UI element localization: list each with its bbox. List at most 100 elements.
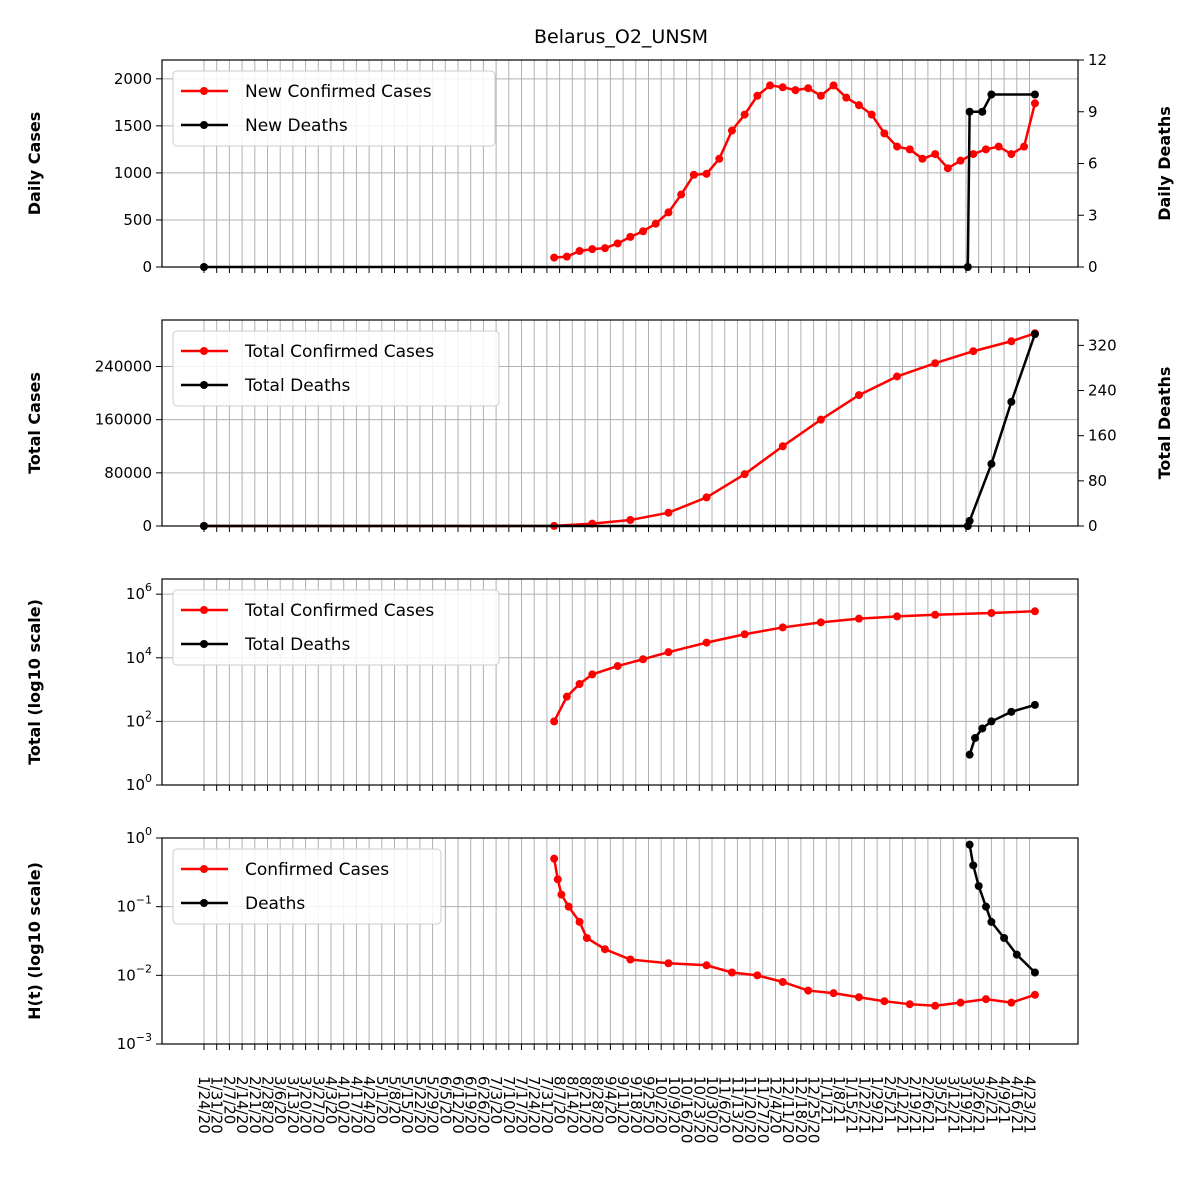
data-point xyxy=(778,83,787,92)
x-date-label: 4/10/20 xyxy=(335,1076,353,1134)
y-tick-label: 100 xyxy=(126,825,152,847)
x-date-label: 4/17/20 xyxy=(347,1076,365,1134)
figure-title: Belarus_O2_UNSM xyxy=(534,26,708,48)
x-date-label: 4/16/21 xyxy=(1008,1076,1026,1134)
legend-box xyxy=(172,848,442,925)
x-date-label: 3/20/20 xyxy=(297,1076,315,1134)
data-point xyxy=(1030,968,1039,977)
data-point xyxy=(1007,998,1016,1007)
legend-label: Total Deaths xyxy=(244,376,351,396)
data-point xyxy=(639,655,648,664)
x-date-label: 2/5/21 xyxy=(881,1076,899,1124)
x-date-label: 4/9/21 xyxy=(995,1076,1013,1124)
x-date-label: 10/23/20 xyxy=(690,1076,708,1143)
x-date-label: 7/24/20 xyxy=(525,1076,543,1134)
data-point xyxy=(664,959,673,968)
x-date-label: 11/6/20 xyxy=(716,1076,734,1134)
x-date-label: 2/26/21 xyxy=(919,1076,937,1134)
x-date-labels: 1/24/201/31/202/7/202/14/202/21/202/28/2… xyxy=(195,1076,1039,1143)
legend: New Confirmed Cases New Deaths xyxy=(172,70,496,147)
data-point xyxy=(575,247,584,256)
data-point xyxy=(829,81,838,90)
data-point xyxy=(639,227,648,236)
y-right-tick-label: 9 xyxy=(1088,103,1098,121)
y-tick-label: 1000 xyxy=(114,164,152,182)
y-axis-label: Daily Cases xyxy=(25,112,44,215)
y-right-tick-label: 240 xyxy=(1088,382,1117,400)
data-point xyxy=(778,442,787,451)
x-date-label: 7/10/20 xyxy=(500,1076,518,1134)
data-point xyxy=(1007,150,1016,159)
x-date-label: 3/19/21 xyxy=(957,1076,975,1134)
data-point xyxy=(974,881,983,890)
data-point xyxy=(562,252,571,261)
data-point xyxy=(931,610,940,619)
data-point xyxy=(918,154,927,163)
x-date-label: 3/26/21 xyxy=(970,1076,988,1134)
x-date-label: 8/14/20 xyxy=(563,1076,581,1134)
data-point xyxy=(816,415,825,424)
data-point xyxy=(978,107,987,116)
data-point xyxy=(854,101,863,110)
y-right-axis-label: Total Deaths xyxy=(1155,367,1174,480)
data-point xyxy=(804,84,813,93)
x-date-label: 9/18/20 xyxy=(627,1076,645,1134)
data-point xyxy=(965,840,974,849)
plot-frame xyxy=(161,319,1079,527)
x-date-label: 8/28/20 xyxy=(589,1076,607,1134)
legend-marker xyxy=(200,381,208,389)
x-date-label: 2/7/20 xyxy=(220,1076,238,1124)
data-point xyxy=(816,91,825,100)
x-date-label: 7/17/20 xyxy=(513,1076,531,1134)
legend-marker xyxy=(200,899,208,907)
data-point xyxy=(600,945,609,954)
data-point xyxy=(893,142,902,151)
x-date-label: 5/1/20 xyxy=(373,1076,391,1124)
data-point xyxy=(893,372,902,381)
data-point xyxy=(588,670,597,679)
plot-frame xyxy=(161,59,1079,268)
x-date-label: 9/4/20 xyxy=(601,1076,619,1124)
data-point xyxy=(651,219,660,228)
data-point xyxy=(550,253,559,262)
data-point xyxy=(816,618,825,627)
data-point xyxy=(965,516,974,525)
data-point xyxy=(778,977,787,986)
data-point xyxy=(778,623,787,632)
data-point xyxy=(905,145,914,154)
x-date-label: 3/6/20 xyxy=(271,1076,289,1124)
legend: Total Confirmed Cases Total Deaths xyxy=(172,330,500,407)
data-point xyxy=(550,717,559,726)
data-point xyxy=(575,679,584,688)
legend-marker xyxy=(200,865,208,873)
data-point xyxy=(829,989,838,998)
y-axis-label: Total (log10 scale) xyxy=(25,599,44,765)
x-date-label: 2/14/20 xyxy=(233,1076,251,1134)
data-point xyxy=(880,997,889,1006)
plot-frame xyxy=(161,837,1079,1045)
x-date-label: 5/8/20 xyxy=(386,1076,404,1124)
data-point xyxy=(613,239,622,248)
x-date-label: 10/16/20 xyxy=(678,1076,696,1143)
panel-4: 10−3 10−2 10−1 100 H(t) (log10 scale) Confirm… xyxy=(25,825,1079,1053)
y-right-tick-label: 160 xyxy=(1088,427,1117,445)
x-date-label: 9/25/20 xyxy=(640,1076,658,1134)
data-point xyxy=(842,93,851,102)
x-date-label: 11/27/20 xyxy=(754,1076,772,1143)
y-right-tick-label: 3 xyxy=(1088,206,1098,224)
series-confirmed xyxy=(550,854,1039,1010)
data-point xyxy=(880,129,889,138)
data-point xyxy=(969,347,978,356)
legend-label: New Confirmed Cases xyxy=(245,82,432,102)
data-point xyxy=(1030,330,1039,339)
x-date-label: 2/28/20 xyxy=(259,1076,277,1134)
data-point xyxy=(677,190,686,199)
data-point xyxy=(740,110,749,119)
data-point xyxy=(575,917,584,926)
y-right-tick-label: 320 xyxy=(1088,336,1117,354)
data-point xyxy=(1007,707,1016,716)
y-tick-label: 106 xyxy=(126,581,152,603)
legend-label: Confirmed Cases xyxy=(245,860,389,880)
y-tick-label: 102 xyxy=(126,708,152,730)
series-line xyxy=(552,858,1036,1008)
